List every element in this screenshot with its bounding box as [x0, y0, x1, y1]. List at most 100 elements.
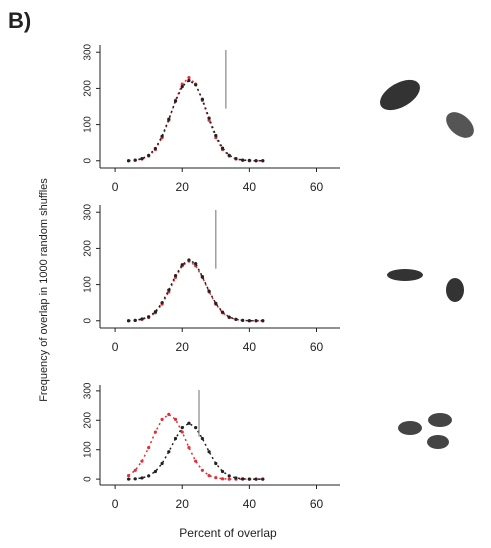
- data-point: [187, 421, 191, 425]
- data-point: [153, 430, 157, 434]
- data-point: [180, 263, 184, 267]
- data-point: [147, 315, 151, 319]
- data-point: [241, 318, 245, 323]
- data-point: [187, 75, 191, 80]
- data-point: [153, 469, 157, 474]
- data-point: [147, 446, 151, 450]
- y-tick-label: 0: [83, 158, 94, 164]
- bird-shape: [446, 112, 474, 138]
- x-tick-label: 0: [112, 180, 119, 194]
- data-point: [153, 146, 157, 151]
- data-point: [234, 476, 238, 480]
- data-point: [160, 417, 164, 422]
- series-line: [128, 76, 263, 162]
- data-point: [200, 97, 204, 101]
- data-point: [133, 318, 137, 323]
- data-point: [227, 477, 231, 481]
- series-line: [128, 259, 263, 322]
- data-point: [214, 133, 218, 138]
- data-point: [247, 477, 251, 481]
- data-point: [247, 158, 251, 163]
- data-point: [140, 476, 144, 480]
- data-point: [180, 430, 184, 434]
- data-point: [261, 319, 265, 323]
- data-point: [160, 301, 164, 305]
- x-tick-label: 60: [310, 497, 324, 511]
- data-point: [207, 116, 211, 120]
- data-point: [220, 310, 225, 314]
- x-tick-label: 0: [112, 497, 119, 511]
- data-point: [200, 436, 204, 441]
- bird-image: [380, 79, 474, 449]
- series-line: [128, 422, 263, 480]
- x-tick-label: 40: [243, 497, 257, 511]
- x-tick-label: 60: [310, 180, 324, 194]
- data-point: [220, 477, 225, 481]
- data-point: [173, 417, 178, 422]
- data-point: [126, 159, 131, 163]
- data-point: [214, 301, 218, 305]
- data-point: [133, 158, 137, 162]
- data-point: [180, 82, 184, 86]
- x-tick-label: 20: [176, 340, 190, 354]
- data-point: [234, 156, 238, 161]
- data-point: [241, 477, 245, 481]
- data-point: [227, 153, 231, 157]
- data-point: [180, 85, 184, 89]
- y-tick-label: 100: [83, 116, 94, 133]
- data-point: [207, 473, 211, 478]
- y-tick-label: 100: [83, 441, 94, 458]
- data-point: [126, 319, 131, 323]
- data-point: [207, 289, 211, 293]
- x-tick-label: 20: [176, 497, 190, 511]
- data-point: [261, 477, 265, 481]
- data-point: [147, 153, 151, 157]
- data-point: [214, 476, 218, 480]
- y-tick-label: 300: [83, 203, 94, 220]
- data-point: [214, 461, 218, 466]
- data-point: [180, 426, 184, 430]
- x-axis-label: Percent of overlap: [179, 526, 277, 540]
- data-point: [194, 83, 198, 87]
- bird-shape: [427, 435, 449, 449]
- y-tick-label: 0: [83, 318, 94, 324]
- bird-shape: [387, 269, 423, 281]
- x-tick-label: 40: [243, 180, 257, 194]
- data-point: [133, 477, 137, 481]
- series-line: [128, 260, 263, 322]
- bird-shape: [428, 413, 452, 427]
- data-point: [207, 450, 211, 454]
- data-point: [126, 473, 131, 478]
- data-point: [220, 469, 225, 474]
- data-point: [200, 275, 204, 279]
- data-point: [194, 459, 198, 463]
- x-tick-label: 20: [176, 180, 190, 194]
- data-point: [153, 310, 157, 314]
- data-point: [126, 477, 131, 481]
- data-point: [167, 288, 171, 292]
- y-tick-label: 100: [83, 276, 94, 293]
- data-point: [234, 317, 238, 321]
- x-tick-label: 0: [112, 340, 119, 354]
- data-point: [254, 159, 258, 163]
- data-point: [133, 468, 137, 472]
- data-point: [227, 315, 231, 319]
- y-tick-label: 200: [83, 240, 94, 257]
- data-point: [173, 273, 178, 278]
- data-point: [254, 477, 258, 481]
- bird-shape: [398, 421, 422, 435]
- y-tick-label: 200: [83, 412, 94, 429]
- data-point: [160, 461, 164, 466]
- y-tick-label: 200: [83, 80, 94, 97]
- y-tick-label: 300: [83, 43, 94, 60]
- data-point: [241, 158, 245, 162]
- data-point: [194, 426, 198, 430]
- y-tick-label: 300: [83, 382, 94, 399]
- y-tick-label: 0: [83, 476, 94, 482]
- series-line: [128, 413, 263, 480]
- data-point: [167, 450, 171, 454]
- panel-label: B): [8, 8, 31, 33]
- data-point: [160, 134, 164, 138]
- data-point: [247, 319, 251, 323]
